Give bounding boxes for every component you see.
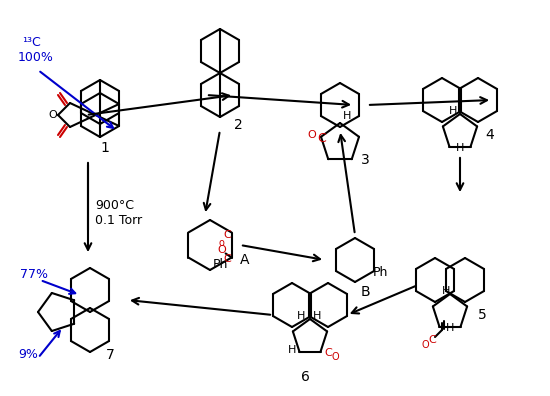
Text: C: C — [318, 133, 326, 145]
Text: 4: 4 — [486, 128, 494, 142]
Text: O: O — [217, 244, 226, 255]
Text: 9%: 9% — [18, 348, 38, 362]
Text: Ph: Ph — [212, 259, 228, 272]
Text: o: o — [219, 238, 224, 248]
Text: 100%: 100% — [18, 51, 54, 63]
Text: 900°C: 900°C — [95, 198, 134, 211]
Text: H: H — [442, 286, 450, 296]
Text: 6: 6 — [300, 370, 310, 384]
Text: H: H — [297, 311, 305, 321]
Text: 2: 2 — [234, 118, 243, 132]
Text: H: H — [288, 345, 296, 355]
Text: O: O — [48, 110, 57, 120]
Text: C: C — [428, 335, 436, 345]
Text: B: B — [360, 285, 370, 299]
Text: O: O — [307, 130, 316, 140]
Text: 5: 5 — [477, 308, 486, 322]
Text: O: O — [421, 340, 429, 350]
Text: C: C — [224, 255, 232, 265]
Text: O: O — [331, 352, 339, 362]
Text: 0.1 Torr: 0.1 Torr — [95, 213, 142, 227]
Text: H: H — [313, 311, 321, 321]
Text: Ph: Ph — [372, 265, 388, 278]
Text: 1: 1 — [101, 141, 109, 155]
Text: 7: 7 — [106, 348, 114, 362]
Text: 77%: 77% — [20, 268, 48, 282]
Text: H: H — [449, 106, 457, 116]
Text: H: H — [456, 143, 464, 153]
Text: H: H — [446, 323, 454, 333]
Text: A: A — [240, 253, 250, 267]
Text: H: H — [343, 111, 351, 121]
Text: C: C — [224, 230, 232, 240]
Text: 3: 3 — [361, 153, 370, 167]
Text: C: C — [324, 348, 332, 358]
Text: ¹³C: ¹³C — [22, 36, 41, 48]
